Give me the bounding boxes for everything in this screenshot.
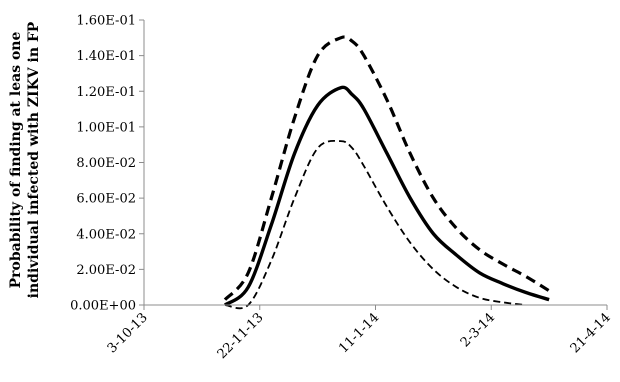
x-tick-label: 22-11-13 — [215, 310, 267, 362]
y-tick-label: 2.00E-02 — [76, 263, 136, 278]
y-tick-label: 1.20E-01 — [76, 85, 136, 100]
y-tick-label: 4.00E-02 — [76, 227, 136, 242]
y-tick-label: 1.60E-01 — [76, 14, 136, 29]
x-axis-ticks: 3-10-13 22-11-13 11-1-14 2-3-14 21-4-14 — [105, 305, 614, 362]
y-tick-label: 1.40E-01 — [76, 49, 136, 64]
y-tick-label: 0.00E+00 — [70, 299, 136, 314]
series-line-dashed-upper — [223, 35, 550, 301]
series-layer — [223, 35, 550, 310]
y-axis-ticks: 0.00E+00 2.00E-02 4.00E-02 6.00E-02 8.00E-02… — [70, 14, 144, 314]
x-tick-label: 3-10-13 — [105, 310, 151, 356]
y-tick-label: 1.00E-01 — [76, 120, 136, 135]
y-axis-title: Probability of finding at leas one indiv… — [8, 21, 42, 298]
series-line-dashed-lower — [224, 139, 527, 310]
y-tick-label: 6.00E-02 — [76, 192, 136, 207]
y-axis-title-line-1: Probability of finding at leas one — [8, 32, 24, 289]
series-line-solid-center — [223, 85, 550, 307]
y-tick-label: 8.00E-02 — [76, 156, 136, 171]
x-tick-label: 21-4-14 — [568, 310, 614, 356]
x-tick-label: 11-1-14 — [336, 310, 382, 356]
y-axis-title-line-2: individual infected with ZIKV in FP — [26, 21, 42, 298]
x-tick-label: 2-3-14 — [458, 310, 498, 350]
